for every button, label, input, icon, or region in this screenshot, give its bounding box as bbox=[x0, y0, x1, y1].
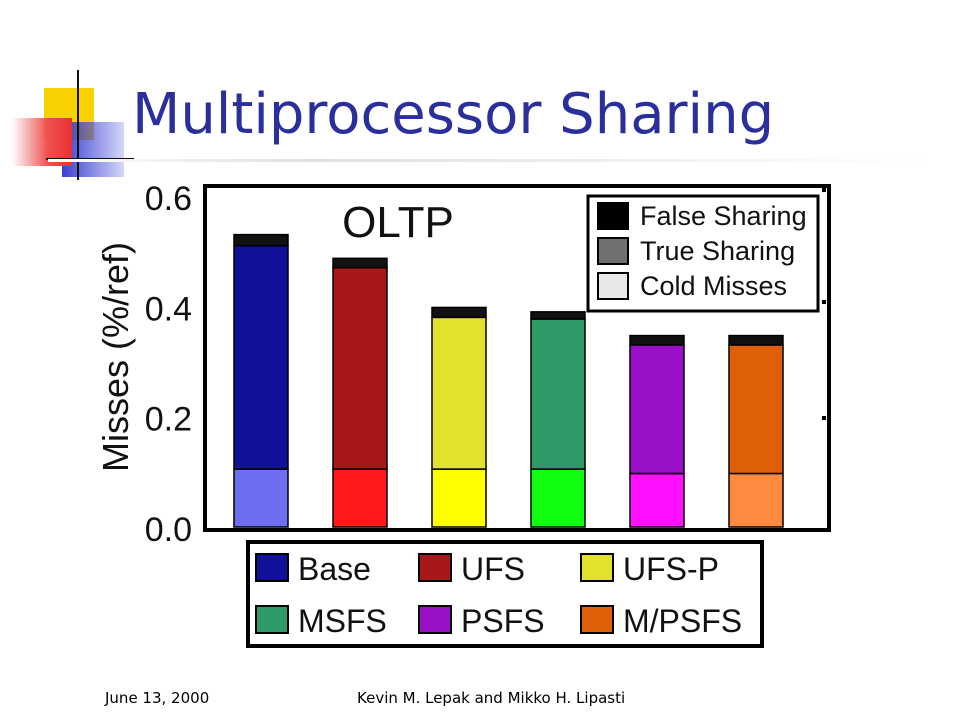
legend-label: True Sharing bbox=[640, 236, 795, 266]
legend-swatch bbox=[255, 553, 289, 582]
footer-authors: Kevin M. Lepak and Mikko H. Lipasti bbox=[357, 689, 626, 707]
legend-swatch bbox=[597, 202, 629, 230]
bar-cold-misses-3 bbox=[530, 468, 586, 528]
corner-blue-square bbox=[62, 122, 124, 177]
bar-cold-misses-2 bbox=[431, 468, 487, 528]
legend-swatch bbox=[580, 605, 614, 634]
legend-label: M/PSFS bbox=[623, 603, 742, 639]
title-divider bbox=[48, 159, 928, 162]
bar-cold-misses-1 bbox=[332, 468, 388, 528]
legend-label: UFS-P bbox=[623, 551, 719, 587]
legend-swatch bbox=[597, 272, 629, 300]
bar-true-sharing-3 bbox=[530, 318, 586, 470]
y-axis-label: Misses (%/ref) bbox=[95, 242, 136, 472]
y-tick-label: 0.0 bbox=[145, 511, 192, 549]
bar-false-sharing-4 bbox=[629, 334, 685, 346]
bar-true-sharing-5 bbox=[728, 344, 784, 475]
page-title: Multiprocessor Sharing bbox=[132, 82, 775, 147]
bar-cold-misses-5 bbox=[728, 472, 784, 528]
legend-schemes: Base UFS UFS-P MSFS PSFS M/PSFS bbox=[246, 540, 764, 648]
edge-mark bbox=[822, 300, 826, 304]
bar-false-sharing-3 bbox=[530, 311, 586, 320]
legend-swatch bbox=[580, 553, 614, 582]
edge-mark bbox=[822, 188, 826, 192]
bar-true-sharing-0 bbox=[233, 244, 289, 470]
bar-false-sharing-5 bbox=[728, 334, 784, 346]
bar-true-sharing-4 bbox=[629, 344, 685, 475]
corner-vertical-line bbox=[77, 70, 79, 180]
edge-mark bbox=[822, 416, 826, 420]
bar-cold-misses-0 bbox=[233, 468, 289, 528]
legend-sharing: False Sharing True Sharing Cold Misses bbox=[586, 194, 820, 313]
y-tick-label: 0.4 bbox=[145, 290, 192, 328]
bar-false-sharing-0 bbox=[233, 233, 289, 247]
y-tick-label: 0.2 bbox=[145, 401, 192, 439]
y-axis-ticks: 0.0 0.2 0.4 0.6 bbox=[145, 180, 192, 549]
footer-date: June 13, 2000 bbox=[105, 689, 210, 707]
legend-swatch bbox=[597, 237, 629, 265]
legend-swatch bbox=[418, 605, 452, 634]
bar-false-sharing-1 bbox=[332, 257, 388, 269]
bar-true-sharing-1 bbox=[332, 266, 388, 470]
chart: Misses (%/ref) 0.0 0.2 0.4 0.6 OLTP False S… bbox=[95, 180, 831, 648]
bar-true-sharing-2 bbox=[431, 316, 487, 470]
legend-swatch bbox=[255, 605, 289, 634]
legend-label: Base bbox=[298, 551, 371, 587]
y-tick-label: 0.6 bbox=[145, 180, 192, 218]
chart-title: OLTP bbox=[342, 198, 454, 247]
legend-label: Cold Misses bbox=[640, 271, 787, 301]
bar-group bbox=[233, 233, 784, 528]
legend-schemes-frame bbox=[246, 540, 764, 648]
legend-label: UFS bbox=[461, 551, 525, 587]
legend-label: MSFS bbox=[298, 603, 387, 639]
legend-swatch bbox=[418, 553, 452, 582]
legend-label: PSFS bbox=[461, 603, 545, 639]
bar-cold-misses-4 bbox=[629, 472, 685, 528]
legend-label: False Sharing bbox=[640, 201, 807, 231]
bar-false-sharing-2 bbox=[431, 306, 487, 319]
